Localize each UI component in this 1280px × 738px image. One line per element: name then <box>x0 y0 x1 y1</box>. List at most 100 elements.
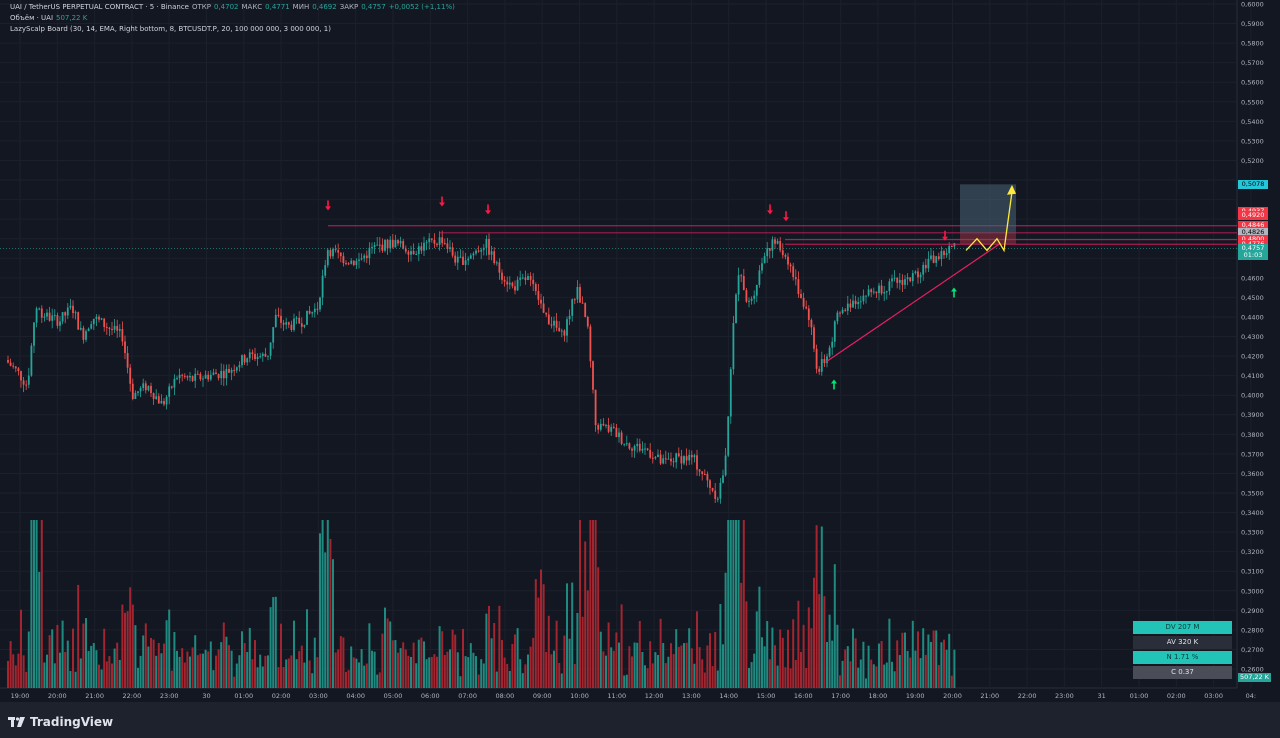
time-label: 03:00 <box>1204 692 1223 700</box>
volume-bar <box>592 520 594 688</box>
candle-body <box>95 316 98 319</box>
volume-bar <box>243 643 246 688</box>
time-label: 01:00 <box>1130 692 1149 700</box>
volume-bar <box>33 520 35 688</box>
volume-bar <box>121 604 124 688</box>
volume-bar <box>846 646 849 688</box>
volume-bar <box>233 676 236 688</box>
candle-body <box>493 251 496 264</box>
time-label: 19:00 <box>906 692 925 700</box>
price-tag: 0,5078 <box>1238 179 1268 189</box>
volume-bar <box>532 637 535 688</box>
volume-bar <box>891 661 893 688</box>
candle-body <box>927 258 930 269</box>
volume-bar <box>893 671 896 688</box>
volume-bar <box>449 649 451 688</box>
volume-bar <box>714 631 717 688</box>
price-tick-label: 0,5600 <box>1241 79 1264 87</box>
candle-body <box>287 322 290 325</box>
indicator-label[interactable]: LazyScalp Board (30, 14, EMA, Right bott… <box>10 25 331 33</box>
candle-body <box>620 432 623 444</box>
price-tag: 0,4826 <box>1238 228 1268 238</box>
candle-body <box>898 279 901 283</box>
candle-body <box>9 362 12 366</box>
indicator-row: LazyScalp Board (30, 14, EMA, Right bott… <box>10 24 455 35</box>
candle-body <box>56 315 59 326</box>
volume-bar <box>555 620 558 688</box>
candle-body <box>628 443 631 449</box>
candle-body <box>173 378 176 388</box>
time-label: 31 <box>1098 692 1106 700</box>
volume-bar <box>872 664 875 688</box>
volume-bar <box>914 650 917 688</box>
bull-arrow-icon <box>831 379 837 384</box>
candle-body <box>397 240 399 244</box>
candle-body <box>467 258 470 261</box>
volume-bar <box>202 653 204 688</box>
candle-body <box>472 253 475 256</box>
volume-bar <box>7 660 9 688</box>
candle-body <box>27 375 30 385</box>
candle-body <box>454 255 457 263</box>
tradingview-brand[interactable]: TradingView <box>8 712 113 732</box>
candle-body <box>51 315 54 321</box>
symbol-title[interactable]: UAI / TetherUS PERPETUAL CONTRACT · 5 · … <box>10 3 189 11</box>
volume-bar <box>178 656 181 688</box>
candle-body <box>553 320 555 326</box>
candle-body <box>511 282 514 287</box>
candle-body <box>761 263 763 271</box>
volume-bar <box>186 651 189 688</box>
candle-body <box>844 309 847 311</box>
volume-bar <box>124 612 126 688</box>
candle-body <box>183 375 186 377</box>
volume-bar <box>345 671 347 688</box>
volume-bar <box>605 655 607 688</box>
volume-label[interactable]: Объём · UAI <box>10 14 54 22</box>
candle-body <box>324 265 327 276</box>
volume-bar <box>27 631 30 688</box>
volume-bar <box>742 520 745 688</box>
price-tick-label: 0,3200 <box>1241 548 1264 556</box>
candle-body <box>456 256 459 263</box>
volume-bar <box>633 642 636 688</box>
candle-body <box>571 299 574 316</box>
volume-bar <box>581 616 584 688</box>
volume-bar <box>576 612 579 688</box>
candle-body <box>425 242 428 244</box>
volume-bar <box>66 640 69 688</box>
candle-body <box>12 365 15 367</box>
candle-body <box>698 469 701 472</box>
volume-bar <box>480 659 483 688</box>
candle-body <box>306 310 308 325</box>
volume-bar <box>911 620 914 688</box>
volume-bar <box>589 520 592 688</box>
candle-body <box>482 247 485 250</box>
volume-bar <box>542 584 545 688</box>
volume-bar <box>337 649 340 688</box>
volume-bar <box>524 664 527 688</box>
volume-bar <box>469 643 472 688</box>
volume-bar <box>420 637 423 688</box>
candle-body <box>121 329 124 342</box>
candle-body <box>469 255 472 259</box>
candle-body <box>550 324 553 326</box>
volume-bar <box>836 624 839 688</box>
volume-bar <box>217 649 220 688</box>
volume-bar <box>113 648 116 688</box>
volume-bar <box>878 643 880 688</box>
candle-body <box>862 295 865 302</box>
volume-value: 507,22 K <box>56 14 88 22</box>
candle-body <box>150 385 152 394</box>
candle-body <box>337 250 340 253</box>
candle-body <box>727 416 730 456</box>
time-label: 17:00 <box>831 692 850 700</box>
time-label: 04:00 <box>346 692 365 700</box>
candle-body <box>441 237 444 244</box>
volume-bar <box>945 649 948 688</box>
volume-bar <box>425 659 428 688</box>
candle-body <box>230 369 233 373</box>
volume-bar <box>334 652 337 688</box>
candle-body <box>924 264 927 269</box>
